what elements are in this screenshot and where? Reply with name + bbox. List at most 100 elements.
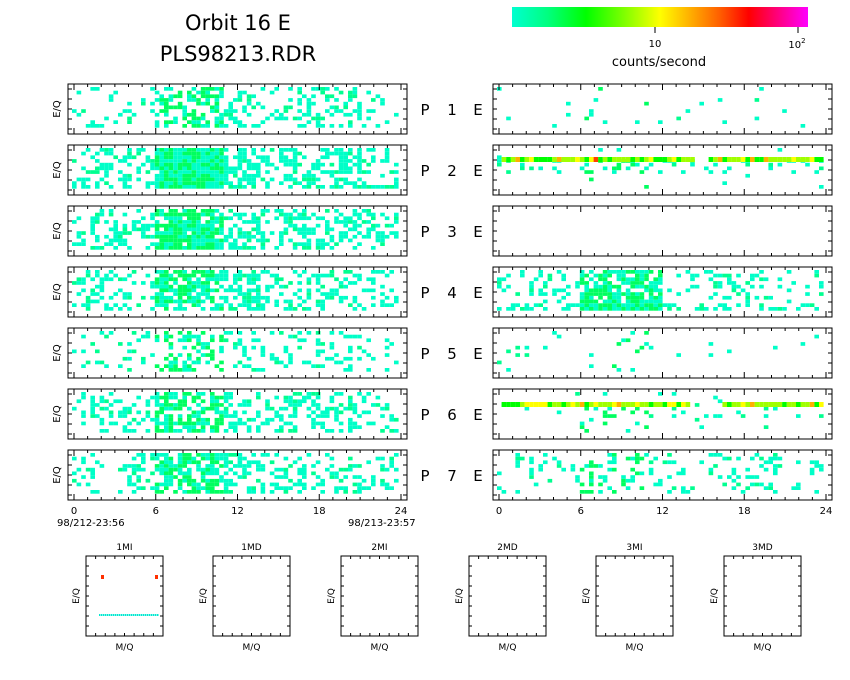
heatmap-cell <box>99 148 105 152</box>
small-panel-frame <box>723 555 802 637</box>
heatmap-cell <box>131 482 137 487</box>
heatmap-cell <box>283 148 289 152</box>
heatmap-cell <box>127 155 132 160</box>
heatmap-cell <box>713 162 718 167</box>
heatmap-cell <box>366 277 371 282</box>
heatmap-cell <box>237 94 243 99</box>
heatmap-cell <box>292 216 298 221</box>
heatmap-cell <box>315 87 321 91</box>
small-panel-point <box>155 614 157 616</box>
heatmap-band-cell <box>819 157 824 162</box>
heatmap-band-cell <box>552 402 557 407</box>
heatmap-band-cell <box>750 402 755 407</box>
heatmap-cell <box>713 395 718 400</box>
heatmap-cell <box>196 238 201 243</box>
heatmap-band-cell <box>515 402 520 407</box>
heatmap-cell <box>104 181 109 185</box>
heatmap-cell <box>635 349 640 354</box>
small-panel-frame <box>595 555 674 637</box>
heatmap-cell <box>127 307 132 311</box>
heatmap-cell <box>200 148 206 152</box>
heatmap-cell <box>265 406 270 411</box>
heatmap-cell <box>177 212 183 217</box>
heatmap-cell <box>260 295 266 300</box>
heatmap-cell <box>182 124 187 128</box>
x-tick-label: 18 <box>738 506 751 517</box>
heatmap-cell <box>366 231 371 235</box>
heatmap-cell <box>122 410 128 415</box>
heatmap-cell <box>90 475 95 479</box>
heatmap-cell <box>348 464 353 468</box>
heatmap-cell <box>361 410 367 415</box>
heatmap-cell <box>297 467 302 472</box>
heatmap-cell <box>237 246 243 250</box>
heatmap-cell <box>506 273 511 278</box>
heatmap-cell <box>279 159 284 163</box>
heatmap-cell <box>72 159 77 163</box>
heatmap-cell <box>329 94 335 99</box>
heatmap-cell <box>256 307 261 311</box>
heatmap-cell <box>814 334 819 339</box>
heatmap-cell <box>214 307 220 311</box>
heatmap-cell <box>533 277 539 282</box>
heatmap-cell <box>173 148 178 152</box>
heatmap-cell <box>630 456 635 461</box>
row-label-e: E <box>473 406 482 424</box>
heatmap-cell <box>584 170 589 174</box>
heatmap-cell <box>108 270 114 274</box>
heatmap-cell <box>529 292 534 296</box>
heatmap-cell <box>302 399 307 404</box>
heatmap-cell <box>191 482 197 487</box>
heatmap-cell <box>357 334 362 339</box>
heatmap-cell <box>329 345 335 350</box>
heatmap-cell <box>274 467 279 472</box>
heatmap-cell <box>288 212 293 217</box>
heatmap-cell <box>210 392 215 396</box>
heatmap-cell <box>108 148 114 152</box>
heatmap-cell <box>366 486 371 490</box>
heatmap-cell <box>311 177 316 182</box>
y-axis-label: E/Q <box>52 283 63 301</box>
heatmap-cell <box>76 242 82 246</box>
heatmap-cell <box>694 307 700 311</box>
heatmap-band-cell <box>667 157 672 162</box>
heatmap-cell <box>104 406 109 411</box>
heatmap-cell <box>237 292 243 296</box>
heatmap-cell <box>200 116 206 121</box>
heatmap-cell <box>205 101 210 106</box>
heatmap-cell <box>168 234 174 239</box>
heatmap-cell <box>214 288 220 293</box>
heatmap-cell <box>173 360 178 365</box>
heatmap-cell <box>200 471 206 476</box>
heatmap-cell <box>279 181 284 185</box>
heatmap-cell <box>242 246 247 250</box>
heatmap-cell <box>168 417 174 422</box>
heatmap-cell <box>302 185 307 189</box>
heatmap-cell <box>731 478 737 483</box>
heatmap-cell <box>338 421 344 426</box>
heatmap-cell <box>348 399 353 404</box>
heatmap-cell <box>214 453 220 457</box>
heatmap-cell <box>658 170 663 174</box>
heatmap-cell <box>357 159 362 163</box>
heatmap-cell <box>639 486 645 490</box>
heatmap-cell <box>648 345 654 350</box>
small-panel-title: 2MD <box>497 543 517 553</box>
heatmap-cell <box>127 273 132 278</box>
heatmap-cell <box>205 284 210 289</box>
heatmap-band-cell <box>510 402 516 407</box>
heatmap-cell <box>237 181 243 185</box>
heatmap-cell <box>279 486 284 490</box>
heatmap-cell <box>357 464 362 468</box>
heatmap-cell <box>141 356 146 361</box>
heatmap-cell <box>164 482 169 487</box>
heatmap-cell <box>343 368 348 372</box>
heatmap-cell <box>648 460 654 465</box>
small-panel-point <box>111 614 113 616</box>
heatmap-cell <box>228 109 233 113</box>
heatmap-cell <box>352 209 358 213</box>
heatmap-cell <box>302 464 307 468</box>
heatmap-cell <box>127 116 132 121</box>
heatmap-cell <box>164 429 169 433</box>
heatmap-cell <box>99 295 105 300</box>
